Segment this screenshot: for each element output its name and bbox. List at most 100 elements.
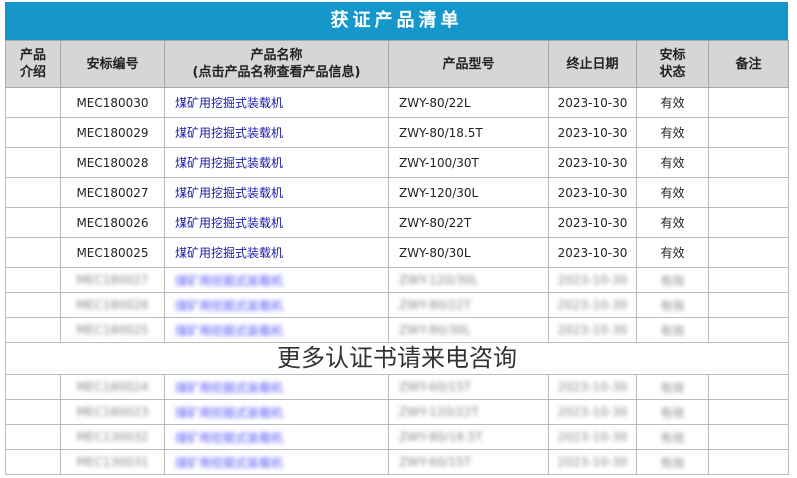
notes: [708, 399, 789, 425]
status: 有效: [636, 374, 709, 400]
product-name-link[interactable]: 煤矿用挖掘式装载机: [164, 237, 389, 268]
cert-id: MEC180027: [60, 177, 165, 208]
product-name-link[interactable]: 煤矿用挖掘式装载机: [164, 177, 389, 208]
intro-cell: [5, 87, 61, 118]
table-row: MEC180024 煤矿用挖掘式装载机 ZWY-60/15T 2023-10-3…: [5, 374, 789, 400]
intro-cell: [5, 207, 61, 238]
table-row: MEC180028 煤矿用挖掘式装载机 ZWY-100/30T 2023-10-…: [5, 147, 789, 178]
status: 有效: [636, 267, 709, 293]
contact-overlay: 更多认证书请来电咨询: [5, 342, 789, 375]
cert-id: MEC130032: [60, 424, 165, 450]
status: 有效: [636, 207, 709, 238]
notes: [708, 177, 789, 208]
col-date: 终止日期: [548, 40, 637, 88]
end-date: 2023-10-30: [548, 399, 637, 425]
product-name-link[interactable]: 煤矿用挖掘式装载机: [164, 449, 389, 475]
table-row: MEC180030 煤矿用挖掘式装载机 ZWY-80/22L 2023-10-3…: [5, 87, 789, 118]
end-date: 2023-10-30: [548, 374, 637, 400]
product-name-link[interactable]: 煤矿用挖掘式装载机: [164, 147, 389, 178]
status: 有效: [636, 177, 709, 208]
intro-cell: [5, 267, 61, 293]
product-model: ZWY-80/30L: [388, 237, 549, 268]
product-model: ZWY-80/22T: [388, 292, 549, 318]
end-date: 2023-10-30: [548, 87, 637, 118]
col-name-label: 产品名称: [250, 48, 303, 63]
product-name-link[interactable]: 煤矿用挖掘式装载机: [164, 292, 389, 318]
status: 有效: [636, 317, 709, 343]
product-model: ZWY-80/22L: [388, 87, 549, 118]
intro-cell: [5, 117, 61, 148]
status: 有效: [636, 424, 709, 450]
product-model: ZWY-80/18.5T: [388, 117, 549, 148]
notes: [708, 424, 789, 450]
product-list: 获证产品清单 产品介绍 安标编号 产品名称 (点击产品名称查看产品信息) 产品型号…: [5, 2, 789, 475]
end-date: 2023-10-30: [548, 267, 637, 293]
notes: [708, 117, 789, 148]
status: 有效: [636, 87, 709, 118]
notes: [708, 87, 789, 118]
notes: [708, 374, 789, 400]
intro-cell: [5, 399, 61, 425]
cert-id: MEC180025: [60, 237, 165, 268]
table-row: MEC180025 煤矿用挖掘式装载机 ZWY-80/30L 2023-10-3…: [5, 237, 789, 268]
intro-cell: [5, 237, 61, 268]
product-name-link[interactable]: 煤矿用挖掘式装载机: [164, 207, 389, 238]
notes: [708, 292, 789, 318]
cert-id: MEC180028: [60, 147, 165, 178]
col-id: 安标编号: [60, 40, 165, 88]
notes: [708, 207, 789, 238]
cert-id: MEC180026: [60, 207, 165, 238]
product-name-link[interactable]: 煤矿用挖掘式装载机: [164, 424, 389, 450]
end-date: 2023-10-30: [548, 449, 637, 475]
product-model: ZWY-80/18.5T: [388, 424, 549, 450]
product-name-link[interactable]: 煤矿用挖掘式装载机: [164, 87, 389, 118]
status: 有效: [636, 237, 709, 268]
notes: [708, 237, 789, 268]
intro-cell: [5, 147, 61, 178]
cert-id: MEC180029: [60, 117, 165, 148]
notes: [708, 449, 789, 475]
end-date: 2023-10-30: [548, 177, 637, 208]
table-row: MEC180026 煤矿用挖掘式装载机 ZWY-80/22T 2023-10-3…: [5, 292, 789, 318]
table-row: MEC180023 煤矿用挖掘式装载机 ZWY-120/22T 2023-10-…: [5, 399, 789, 425]
product-name-link[interactable]: 煤矿用挖掘式装载机: [164, 374, 389, 400]
product-model: ZWY-60/15T: [388, 374, 549, 400]
intro-cell: [5, 177, 61, 208]
product-name-link[interactable]: 煤矿用挖掘式装载机: [164, 267, 389, 293]
intro-cell: [5, 292, 61, 318]
cert-id: MEC180030: [60, 87, 165, 118]
product-name-link[interactable]: 煤矿用挖掘式装载机: [164, 399, 389, 425]
cert-id: MEC180024: [60, 374, 165, 400]
col-notes: 备注: [708, 40, 789, 88]
table-row: MEC130031 煤矿用挖掘式装载机 ZWY-60/15T 2023-10-3…: [5, 449, 789, 475]
product-name-link[interactable]: 煤矿用挖掘式装载机: [164, 317, 389, 343]
table-row: MEC180027 煤矿用挖掘式装载机 ZWY-120/30L 2023-10-…: [5, 267, 789, 293]
status: 有效: [636, 399, 709, 425]
table-row: MEC180025 煤矿用挖掘式装载机 ZWY-80/30L 2023-10-3…: [5, 317, 789, 343]
intro-cell: [5, 449, 61, 475]
contact-overlay-row: 更多认证书请来电咨询: [5, 342, 789, 375]
cert-id: MEC130031: [60, 449, 165, 475]
products-table: 产品介绍 安标编号 产品名称 (点击产品名称查看产品信息) 产品型号 终止日期 安…: [5, 40, 789, 475]
table-row: MEC130032 煤矿用挖掘式装载机 ZWY-80/18.5T 2023-10…: [5, 424, 789, 450]
table-row: MEC180029 煤矿用挖掘式装载机 ZWY-80/18.5T 2023-10…: [5, 117, 789, 148]
product-model: ZWY-120/22T: [388, 399, 549, 425]
status: 有效: [636, 117, 709, 148]
end-date: 2023-10-30: [548, 292, 637, 318]
notes: [708, 317, 789, 343]
page-title: 获证产品清单: [5, 2, 788, 40]
cert-id: MEC180025: [60, 317, 165, 343]
end-date: 2023-10-30: [548, 317, 637, 343]
header-row: 产品介绍 安标编号 产品名称 (点击产品名称查看产品信息) 产品型号 终止日期 安…: [5, 40, 789, 88]
end-date: 2023-10-30: [548, 207, 637, 238]
col-name: 产品名称 (点击产品名称查看产品信息): [164, 40, 389, 88]
status: 有效: [636, 449, 709, 475]
product-model: ZWY-80/22T: [388, 207, 549, 238]
end-date: 2023-10-30: [548, 424, 637, 450]
table-row: MEC180027 煤矿用挖掘式装载机 ZWY-120/30L 2023-10-…: [5, 177, 789, 208]
end-date: 2023-10-30: [548, 117, 637, 148]
col-intro: 产品介绍: [5, 40, 61, 88]
status: 有效: [636, 292, 709, 318]
product-name-link[interactable]: 煤矿用挖掘式装载机: [164, 117, 389, 148]
col-status: 安标状态: [636, 40, 709, 88]
